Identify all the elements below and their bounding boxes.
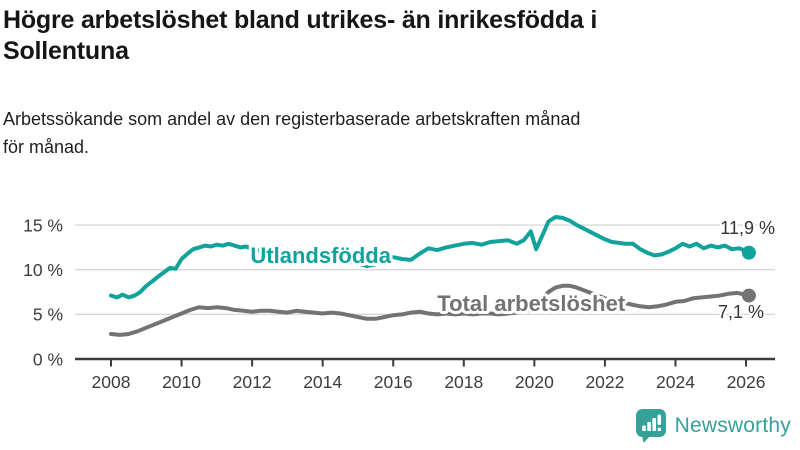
chart-subtitle-line1: Arbetssökande som andel av den registerb… [3, 109, 581, 129]
y-axis-tick-label: 15 % [23, 215, 63, 235]
brand-footer: Newsworthy [635, 408, 791, 443]
series-end-dot-total [741, 288, 756, 303]
chart-subtitle: Arbetssökande som andel av den registerb… [3, 105, 788, 161]
chart-title-line2: Sollentuna [3, 37, 129, 65]
end-value-label-utlandsfodda: 11,9 % [720, 218, 775, 238]
x-axis-tick-label: 2008 [92, 372, 131, 392]
x-axis-tick-label: 2012 [233, 372, 272, 392]
chart-subtitle-line2: för månad. [3, 137, 90, 157]
y-axis-tick-label: 5 % [33, 305, 63, 325]
y-axis-tick-label: 0 % [33, 349, 63, 369]
series-label-total: Total arbetslöshet [437, 291, 626, 316]
series-line-total [109, 283, 751, 337]
series-line-utlandsfodda [109, 215, 751, 300]
chart-title-line1: Högre arbetslöshet bland utrikes- än inr… [3, 6, 598, 34]
newsworthy-logo-icon [635, 409, 666, 443]
series-end-dot-utlandsfodda [741, 245, 756, 260]
x-axis-tick-label: 2016 [374, 372, 413, 392]
end-value-label-total: 7,1 % [718, 302, 764, 322]
series-label-utlandsfodda: Utlandsfödda [250, 243, 391, 268]
x-axis-tick-label: 2018 [444, 372, 483, 392]
y-axis-tick-label: 10 % [23, 260, 63, 280]
x-axis-tick-label: 2026 [727, 372, 766, 392]
x-axis-tick-label: 2024 [656, 372, 695, 392]
x-axis-tick-label: 2010 [162, 372, 201, 392]
x-axis-tick-label: 2014 [303, 372, 342, 392]
brand-name: Newsworthy [674, 413, 791, 437]
x-axis-tick-label: 2020 [515, 372, 554, 392]
chart-title: Högre arbetslöshet bland utrikes- än inr… [3, 5, 788, 67]
x-axis-tick-label: 2022 [585, 372, 624, 392]
